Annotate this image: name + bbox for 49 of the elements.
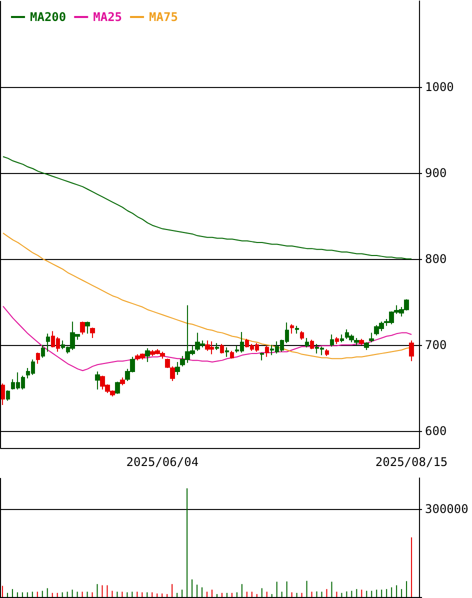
candlestick (325, 348, 329, 357)
line-series (2, 156, 412, 260)
y-tick-label: 800 (425, 252, 447, 266)
y-tick-label: 900 (425, 166, 447, 180)
y-tick-label: 700 (425, 338, 447, 352)
candlestick (220, 343, 224, 354)
candlestick (230, 350, 234, 360)
candlestick (115, 381, 120, 394)
y-tick-label: 1000 (425, 80, 454, 94)
legend-label: MA200 (30, 10, 66, 24)
candlestick (145, 348, 150, 363)
candlestick (340, 334, 344, 343)
candlestick (359, 338, 364, 346)
candlestick (90, 327, 95, 338)
candlestick (330, 334, 334, 348)
candlestick (170, 366, 175, 382)
candlestick (369, 332, 374, 343)
x-tick-label: 2025/08/15 (375, 455, 448, 469)
candlestick (290, 324, 294, 334)
candlestick (354, 337, 359, 346)
candlestick (225, 346, 229, 358)
candlestick (215, 342, 219, 351)
candlestick (260, 352, 264, 361)
candlestick (364, 342, 369, 351)
y-tick-label: 300000 (425, 502, 468, 516)
candlestick (310, 339, 314, 350)
candlestick (36, 352, 40, 364)
candlestick (300, 330, 304, 340)
candlestick (6, 390, 10, 402)
candlestick (1, 383, 5, 406)
candlestick (409, 340, 414, 362)
y-tick-label: 600 (425, 424, 447, 438)
candlestick (46, 333, 50, 352)
candlestick (80, 321, 85, 336)
legend-label: MA75 (149, 10, 178, 24)
candlestick (95, 370, 100, 390)
candlestick (335, 336, 339, 344)
candlestick (41, 344, 45, 358)
candlestick (305, 337, 309, 348)
candlestick (205, 340, 210, 352)
candlestick (85, 321, 90, 334)
candlestick (120, 377, 125, 386)
candlestick (265, 345, 269, 358)
candlestick (165, 358, 170, 369)
candlestick (295, 325, 299, 334)
candlestick (175, 362, 180, 376)
line-series (2, 306, 412, 372)
x-tick-label: 2025/06/04 (126, 455, 199, 469)
legend-label: MA25 (93, 10, 122, 24)
